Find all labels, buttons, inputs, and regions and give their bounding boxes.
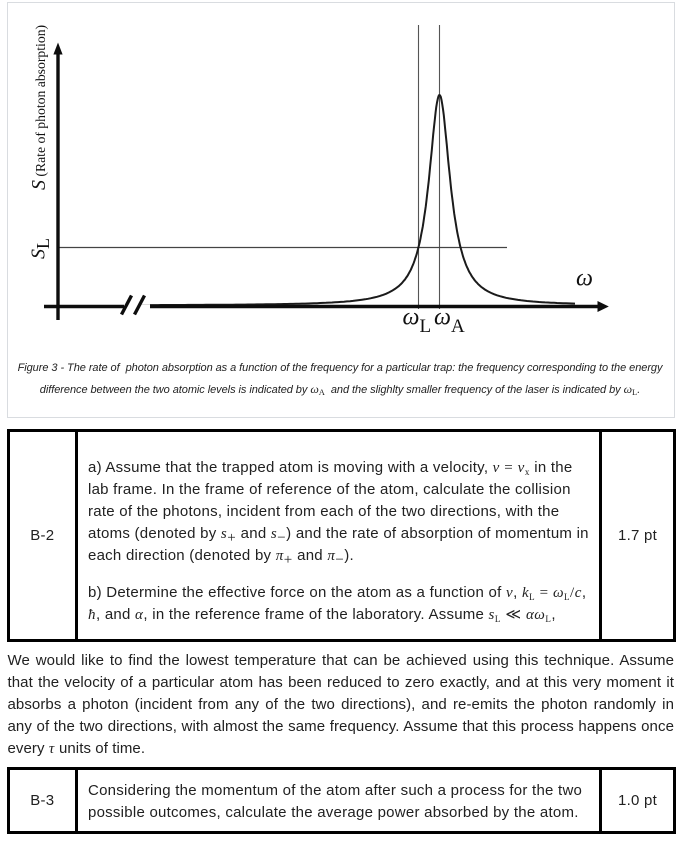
svg-text:ωL: ωL — [403, 305, 432, 338]
svg-text:SL: SL — [28, 238, 54, 259]
svg-text:ωA: ωA — [434, 305, 465, 338]
svg-text:ω: ω — [576, 266, 593, 292]
svg-text:S (Rate of photon absorption): S (Rate of photon absorption) — [28, 25, 50, 190]
